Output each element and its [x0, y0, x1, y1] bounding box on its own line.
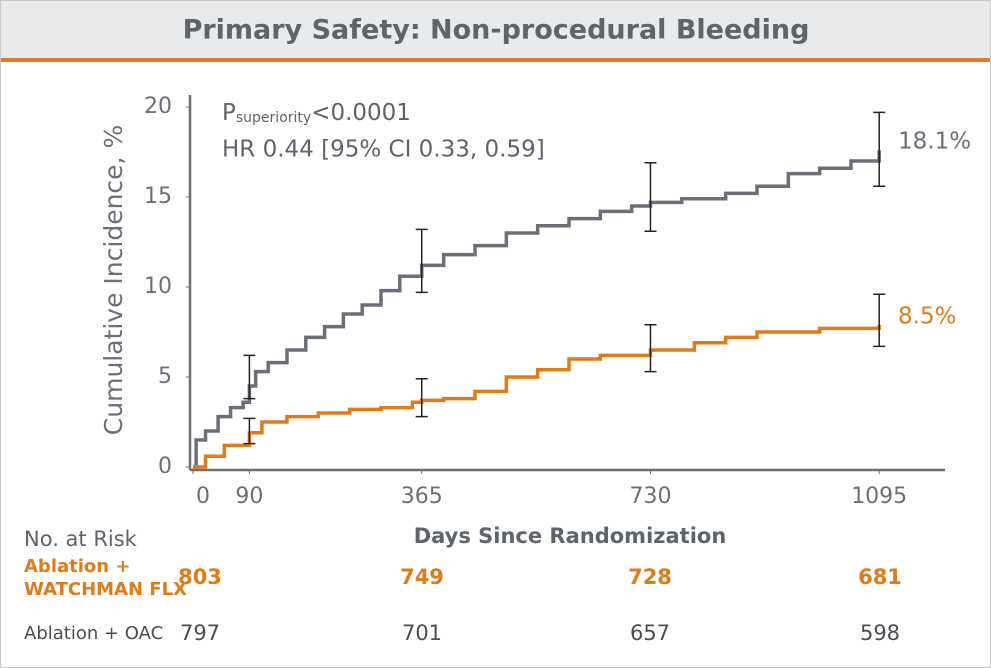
x-tick-label: 90 — [235, 484, 263, 509]
p-rest: <0.0001 — [311, 100, 411, 126]
risk-row-label: Ablation + — [24, 556, 130, 577]
x-tick-label: 730 — [629, 484, 671, 509]
risk-count: 797 — [180, 621, 220, 645]
y-tick-label: 15 — [144, 184, 172, 209]
risk-count: 728 — [628, 565, 672, 589]
risk-count: 749 — [400, 565, 444, 589]
hazard-ratio: HR 0.44 [95% CI 0.33, 0.59] — [222, 137, 545, 163]
error-bar — [243, 417, 256, 445]
risk-row-label: Ablation + OAC — [24, 623, 163, 644]
x-tick-label: 1095 — [851, 484, 907, 509]
risk-row-label: WATCHMAN FLX — [24, 579, 187, 600]
p-main: P — [222, 100, 236, 126]
title-bar — [1, 1, 990, 58]
x-axis-label: Days Since Randomization — [414, 524, 727, 548]
error-bar — [644, 162, 657, 232]
risk-count: 598 — [860, 621, 900, 645]
risk-count: 803 — [178, 565, 222, 589]
y-tick-label: 0 — [158, 454, 172, 479]
error-bar — [415, 378, 428, 418]
y-tick-label: 5 — [158, 364, 172, 389]
error-bar — [873, 293, 886, 348]
x-tick-label: 365 — [401, 484, 443, 509]
error-bar — [415, 228, 428, 294]
y-tick-label: 20 — [144, 94, 172, 119]
y-axis-label: Cumulative Incidence, % — [99, 125, 128, 435]
end-label: 18.1% — [898, 129, 971, 155]
x-tick-label: 0 — [196, 484, 210, 509]
p-value: Psuperiority<0.0001 — [222, 100, 411, 127]
chart-title: Primary Safety: Non-procedural Bleeding — [183, 15, 810, 46]
y-tick-label: 10 — [144, 274, 172, 299]
risk-count: 657 — [630, 621, 670, 645]
title-rule — [1, 58, 990, 62]
km-curve — [193, 324, 881, 469]
error-bar — [243, 354, 256, 400]
error-bar — [644, 324, 657, 373]
p-sub: superiority — [236, 110, 311, 126]
risk-count: 681 — [858, 565, 902, 589]
risk-title: No. at Risk — [24, 527, 138, 551]
end-label: 8.5% — [898, 303, 956, 329]
error-bar — [873, 111, 886, 187]
risk-count: 701 — [402, 621, 442, 645]
